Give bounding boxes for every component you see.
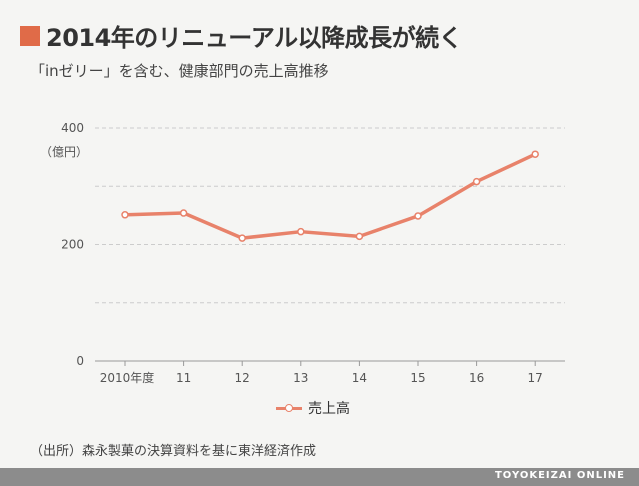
y-unit-label: （億円） [40, 145, 88, 159]
x-tick-label: 12 [235, 371, 250, 385]
x-tick-label: 14 [352, 371, 367, 385]
title-marker-square [20, 25, 40, 46]
x-tick-label: 2010年度 [100, 370, 155, 385]
y-tick-label: 400 [61, 121, 84, 135]
y-tick-label: 200 [61, 238, 84, 252]
data-point [531, 150, 539, 158]
x-tick-label: 13 [293, 371, 308, 385]
data-point [297, 227, 305, 236]
chart-subtitle: 「inゼリー」を含む、健康部門の売上高推移 [30, 62, 329, 80]
series-line [124, 152, 536, 240]
x-axis [95, 360, 565, 366]
data-point [121, 211, 129, 219]
series-sales [121, 150, 539, 242]
legend-label: 売上高 [308, 401, 350, 417]
y-tick-label: 0 [76, 354, 84, 368]
footer-bar: TOYOKEIZAI ONLINE [0, 468, 639, 486]
x-tick-label: 15 [410, 371, 425, 385]
x-tick-label: 17 [528, 371, 543, 385]
chart-title: 2014年のリニューアル以降成長が続く [20, 18, 463, 53]
data-point [179, 209, 188, 217]
y-tick-labels: 0 200 400 [61, 121, 84, 368]
legend-line-icon [276, 403, 302, 413]
data-point [414, 212, 422, 220]
title-text: 2014年のリニューアル以降成長が続く [46, 24, 463, 52]
x-tick-label: 16 [469, 371, 484, 385]
legend: 売上高 [276, 398, 350, 418]
x-tick-label: 11 [176, 371, 191, 385]
x-tick-labels: 2010年度 11 12 13 14 15 16 17 [100, 370, 543, 385]
data-point [355, 232, 364, 241]
footer-brand: TOYOKEIZAI ONLINE [494, 470, 625, 481]
data-point [238, 234, 246, 242]
data-point [472, 177, 481, 186]
source-note: （出所）森永製菓の決算資料を基に東洋経済作成 [30, 444, 317, 459]
grid-lines [95, 127, 565, 304]
